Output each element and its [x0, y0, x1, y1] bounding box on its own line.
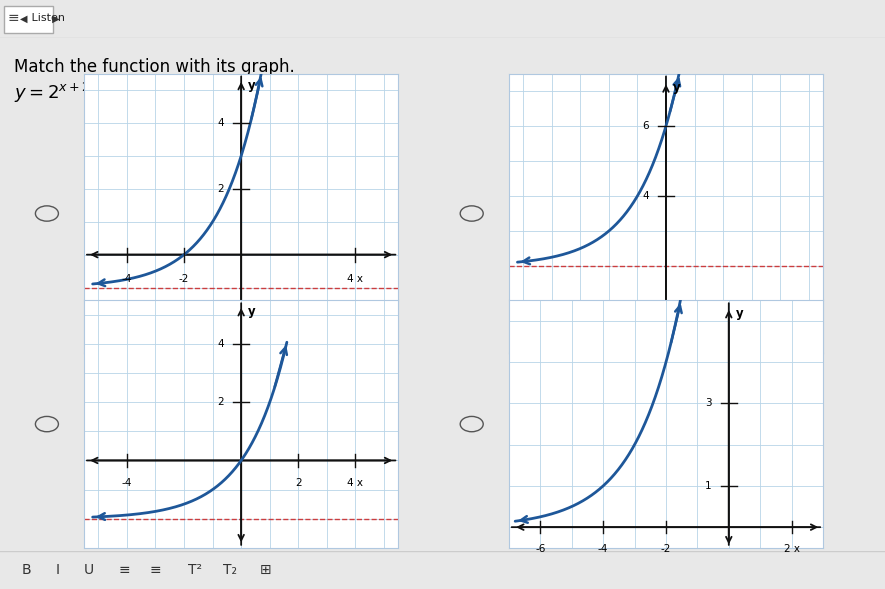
Text: T₂: T₂: [223, 563, 237, 577]
Text: -4: -4: [547, 356, 557, 366]
Text: -6: -6: [535, 544, 545, 554]
Text: -2: -2: [179, 274, 189, 284]
Text: ▶: ▶: [49, 14, 59, 24]
Text: 2: 2: [720, 356, 727, 366]
Text: ◀: ◀: [19, 14, 27, 24]
Text: ≡: ≡: [149, 563, 161, 577]
Text: U: U: [83, 563, 94, 577]
Text: Listen: Listen: [28, 14, 65, 24]
Text: 4: 4: [642, 191, 649, 201]
Text: -2: -2: [661, 544, 671, 554]
Text: 6: 6: [642, 121, 649, 131]
Text: 2: 2: [217, 184, 224, 194]
Text: I: I: [56, 563, 59, 577]
Text: 4 x: 4 x: [773, 356, 789, 366]
Text: 3: 3: [704, 399, 712, 408]
Text: $y = 2^{x+2} + 2$: $y = 2^{x+2} + 2$: [14, 81, 124, 105]
Text: y: y: [248, 79, 256, 92]
Text: 2: 2: [295, 478, 302, 488]
Text: y: y: [673, 81, 681, 94]
Text: Match the function with its graph.: Match the function with its graph.: [14, 58, 295, 77]
Text: 4: 4: [217, 118, 224, 128]
Text: ≡: ≡: [7, 11, 19, 25]
Text: -4: -4: [122, 478, 132, 488]
Text: y: y: [735, 307, 743, 320]
Text: -4: -4: [122, 274, 132, 284]
Text: 4 x: 4 x: [348, 274, 364, 284]
Text: ≡: ≡: [118, 563, 130, 577]
Text: T²: T²: [188, 563, 202, 577]
Text: ⊞: ⊞: [259, 563, 272, 577]
Text: 4: 4: [217, 339, 224, 349]
Text: 2: 2: [217, 397, 224, 407]
Text: 4 x: 4 x: [348, 478, 364, 488]
Text: -4: -4: [598, 544, 608, 554]
Text: 1: 1: [704, 481, 712, 491]
Text: 2 x: 2 x: [783, 544, 800, 554]
Text: -2: -2: [604, 356, 614, 366]
Text: y: y: [248, 305, 256, 318]
FancyBboxPatch shape: [4, 6, 53, 32]
Text: B: B: [22, 563, 31, 577]
